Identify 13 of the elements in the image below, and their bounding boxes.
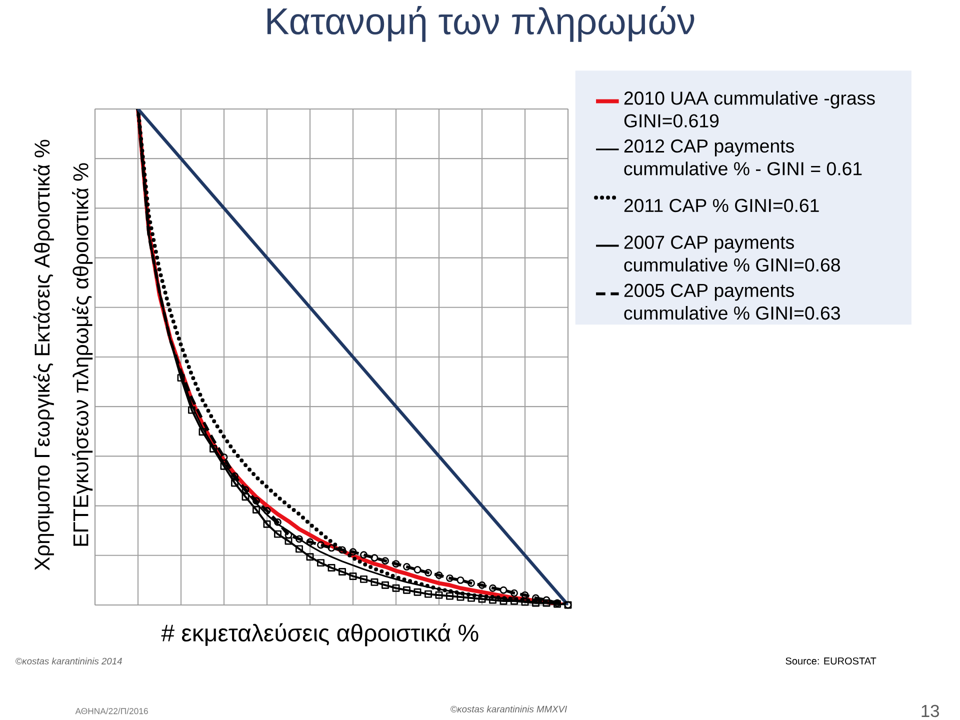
- legend-label: 2007 CAP payments cummulative % GINI=0.68: [624, 236, 840, 272]
- legend-label: 2011 CAP % GINI=0.61: [624, 198, 819, 212]
- text: 13: [922, 704, 939, 718]
- text: ΑΘΗΝΑ/22/Π/2016: [75, 708, 148, 714]
- y-axis-title: Χρησιμοπο Γεωργικές Εκτάσεις Αθροιστικά % ΕΓΤΕγκυήσεων πληρωμές αθροιστικά %: [33, 140, 93, 570]
- legend-label: 2010 UAA cummulative -grass GINI=0.619: [624, 91, 875, 128]
- text: ©κostas karantininis MMXVI: [450, 706, 567, 712]
- chart-title: Κατανομή των πληρωμών: [267, 6, 694, 42]
- legend-label: 2005 CAP payments cummulative % GINI=0.63: [624, 284, 840, 320]
- legend-label: 2012 CAP payments cummulative % - GINI = 0.61: [624, 139, 862, 176]
- source-note: Source: EUROSTAT: [786, 657, 876, 665]
- text: ©κostas karantininis 2014: [16, 658, 122, 664]
- x-axis-title: # εκμεταλεύσεις αθροιστικά %: [161, 623, 478, 646]
